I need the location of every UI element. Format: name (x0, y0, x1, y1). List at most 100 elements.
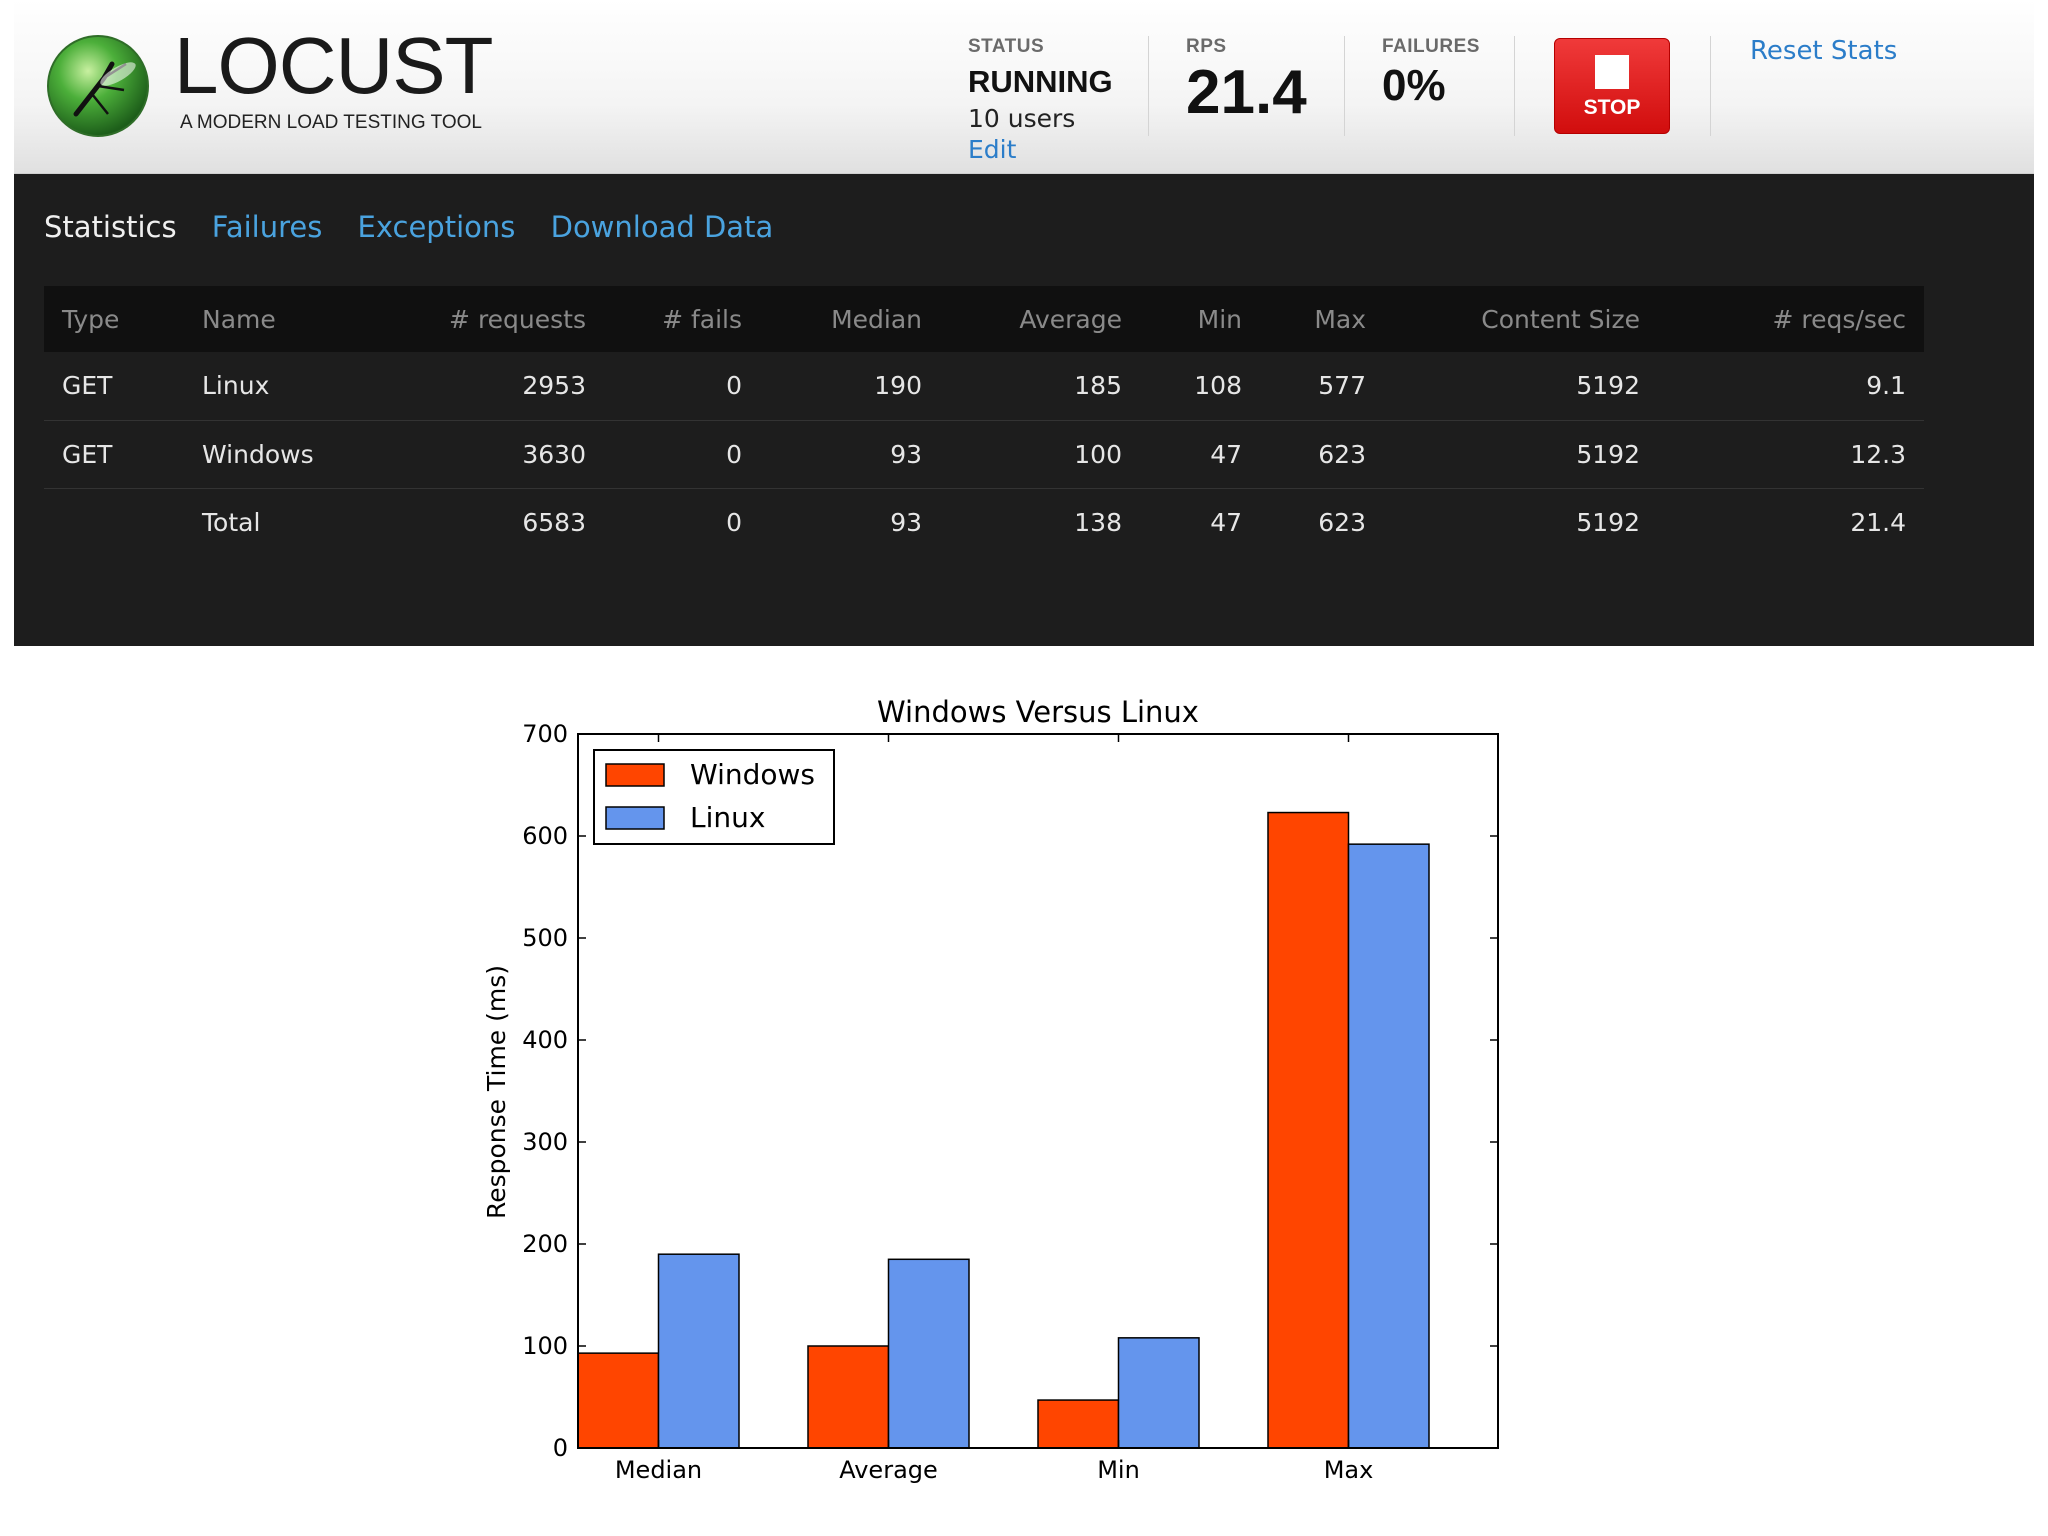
brand-name: LOCUST (174, 21, 493, 110)
locust-logo-icon (47, 35, 149, 137)
x-tick-label: Min (1097, 1456, 1140, 1484)
y-tick-label: 200 (522, 1230, 568, 1258)
failures-box: FAILURES 0% (1382, 36, 1480, 108)
y-tick-label: 600 (522, 822, 568, 850)
rps-value: 21.4 (1186, 58, 1307, 127)
failures-value: 0% (1382, 61, 1446, 110)
divider (1344, 36, 1345, 136)
brand-tagline: A MODERN LOAD TESTING TOOL (180, 112, 482, 133)
response-time-chart: Windows Versus Linux Response Time (ms) … (482, 695, 1499, 1484)
tab-failures[interactable]: Failures (211, 210, 323, 244)
table-cell: 12.3 (1658, 420, 1924, 489)
column-header[interactable]: Median (760, 286, 940, 352)
table-cell: 47 (1140, 420, 1260, 489)
stats-panel: Statistics Failures Exceptions Download … (14, 174, 2034, 646)
table-cell: 623 (1318, 507, 1366, 537)
divider (1710, 36, 1711, 136)
tab-exceptions[interactable]: Exceptions (357, 210, 516, 244)
tab-download-data[interactable]: Download Data (550, 210, 774, 244)
table-cell: 93 (760, 420, 940, 489)
table-cell: Total (202, 507, 261, 537)
table-cell: 623 (1260, 420, 1384, 489)
table-cell: 9.1 (1658, 352, 1924, 421)
table-cell: 2953 (404, 352, 604, 421)
table-cell: Linux (184, 352, 404, 421)
bar-linux-max (1347, 843, 1430, 1449)
chart-title: Windows Versus Linux (877, 695, 1199, 729)
table-cell: 47 (1210, 507, 1242, 537)
column-header[interactable]: Max (1260, 286, 1384, 352)
y-tick-label: 500 (522, 924, 568, 952)
status-label: STATUS (968, 36, 1045, 57)
tab-bar: Statistics Failures Exceptions Download … (44, 210, 799, 244)
rps-box: RPS 21.4 (1186, 36, 1307, 124)
table-cell: 3630 (404, 420, 604, 489)
divider (1514, 36, 1515, 136)
bar-linux-average (887, 1258, 970, 1449)
table-cell: 577 (1260, 352, 1384, 421)
status-box: STATUS RUNNING 10 users Edit (968, 36, 1113, 164)
table-cell (44, 488, 184, 556)
reset-stats-link[interactable]: Reset Stats (1750, 36, 1898, 66)
legend-swatch-linux (605, 806, 665, 830)
column-header[interactable]: Name (184, 286, 404, 352)
table-cell: 0 (604, 352, 760, 421)
table-cell: GET (44, 420, 184, 489)
table-cell: 93 (890, 507, 922, 537)
column-header[interactable]: Type (44, 286, 184, 352)
table-cell: 6583 (522, 507, 586, 537)
y-axis-label: Response Time (ms) (482, 965, 511, 1219)
y-tick-label: 0 (553, 1434, 568, 1462)
column-header[interactable]: Content Size (1384, 286, 1658, 352)
column-header[interactable]: # fails (604, 286, 760, 352)
column-header[interactable]: Average (940, 286, 1140, 352)
stats-table: Type Name # requests # fails Median Aver… (44, 286, 1924, 556)
legend: Windows Linux (593, 749, 835, 845)
bar-windows-median (577, 1352, 660, 1449)
x-tick-label: Max (1324, 1456, 1374, 1484)
column-header[interactable]: Min (1140, 286, 1260, 352)
table-total-row: Total 6583 0 93 138 47 623 5192 21.4 (44, 488, 1924, 556)
table-cell: Windows (184, 420, 404, 489)
bar-windows-min (1037, 1399, 1120, 1449)
table-cell: 108 (1140, 352, 1260, 421)
table-row: GET Linux 2953 0 190 185 108 577 5192 9.… (44, 352, 1924, 421)
rps-label: RPS (1186, 36, 1227, 57)
column-header[interactable]: # reqs/sec (1658, 286, 1924, 352)
table-cell: 185 (940, 352, 1140, 421)
legend-swatch-windows (605, 763, 665, 787)
ticks-group: Median Average Min Max 0 100 200 300 400 500 600 70… (522, 720, 1498, 1484)
table-cell: 100 (940, 420, 1140, 489)
failures-label: FAILURES (1382, 36, 1480, 57)
bar-windows-max (1267, 811, 1350, 1449)
table-cell: 0 (604, 420, 760, 489)
table-row: GET Windows 3630 0 93 100 47 623 5192 12… (44, 420, 1924, 489)
stop-button[interactable]: STOP (1554, 38, 1670, 134)
x-tick-label: Average (839, 1456, 938, 1484)
table-cell: 190 (760, 352, 940, 421)
x-tick-label: Median (615, 1456, 702, 1484)
status-value: RUNNING (968, 64, 1113, 99)
plot-frame (577, 733, 1499, 1449)
table-header-row: Type Name # requests # fails Median Aver… (44, 286, 1924, 352)
y-tick-label: 400 (522, 1026, 568, 1054)
bar-linux-min (1117, 1337, 1200, 1449)
stop-label: STOP (1583, 96, 1641, 119)
legend-label-windows: Windows (690, 758, 815, 791)
table-cell: 5192 (1384, 420, 1658, 489)
bar-windows-average (807, 1345, 890, 1449)
header: LOCUST A MODERN LOAD TESTING TOOL STATUS… (14, 0, 2034, 174)
y-tick-label: 100 (522, 1332, 568, 1360)
user-count: 10 users (968, 104, 1076, 133)
table-cell: 138 (1074, 507, 1122, 537)
bar-linux-median (657, 1253, 740, 1449)
bars-group (577, 811, 1430, 1449)
edit-users-link[interactable]: Edit (968, 135, 1017, 164)
table-cell: GET (44, 352, 184, 421)
y-tick-label: 700 (522, 720, 568, 748)
tab-statistics[interactable]: Statistics (44, 210, 177, 244)
table-cell: 5192 (1384, 352, 1658, 421)
column-header[interactable]: # requests (404, 286, 604, 352)
legend-label-linux: Linux (690, 801, 765, 834)
table-cell: 0 (726, 507, 742, 537)
